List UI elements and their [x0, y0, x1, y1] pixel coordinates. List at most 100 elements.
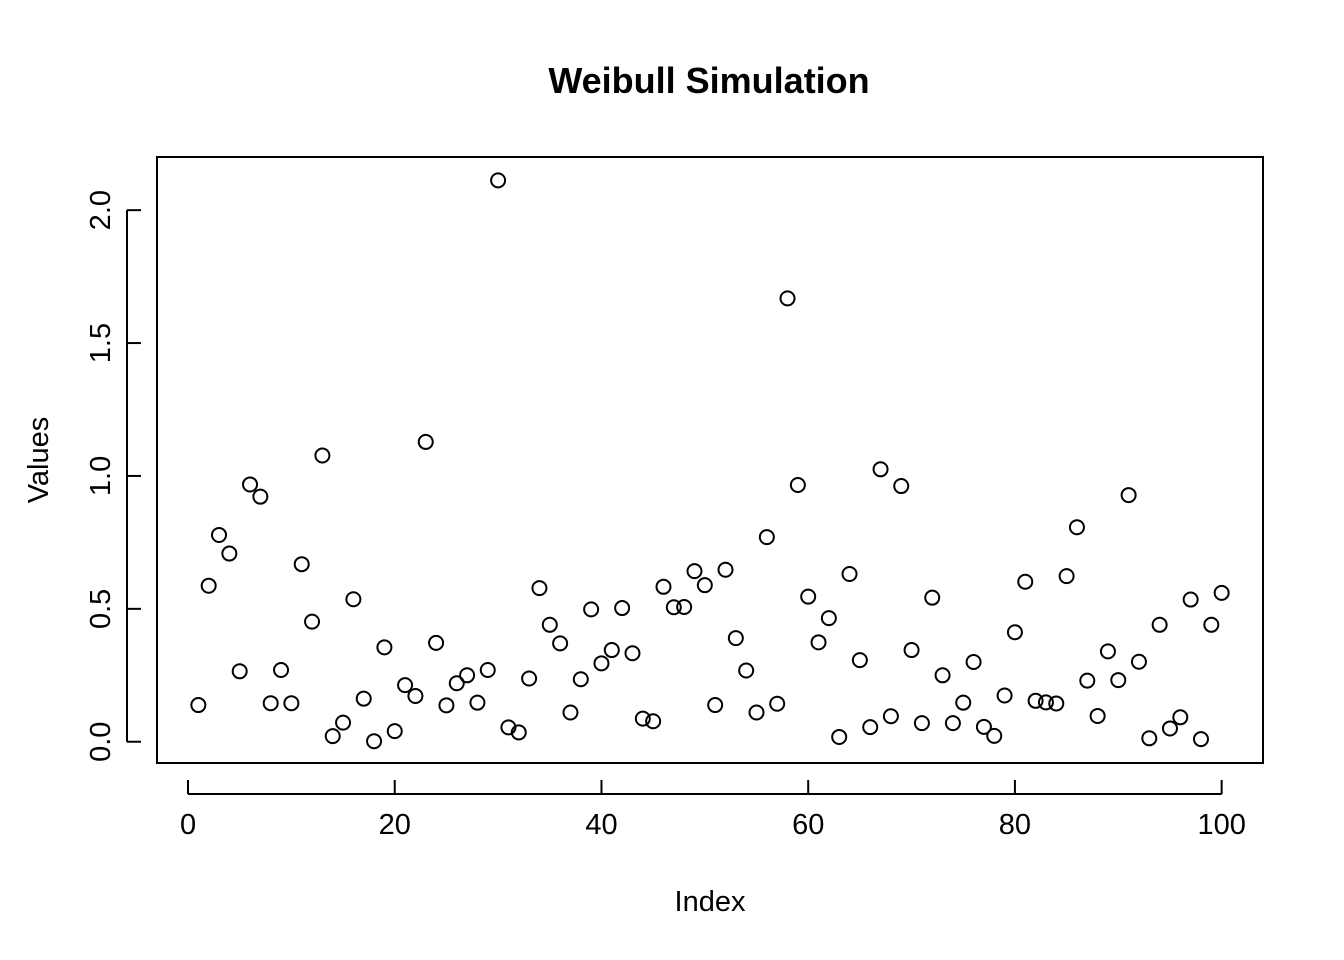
x-axis-label: Index	[675, 886, 746, 918]
data-point	[1006, 624, 1023, 641]
data-point	[634, 710, 651, 727]
data-point	[882, 708, 899, 725]
data-point	[779, 290, 796, 307]
data-point	[438, 697, 455, 714]
data-point	[841, 566, 858, 583]
data-point	[614, 600, 631, 617]
x-tick-label: 0	[180, 809, 196, 841]
data-point	[903, 642, 920, 659]
data-point	[1161, 720, 1178, 737]
data-point	[397, 677, 414, 694]
data-point	[531, 580, 548, 597]
data-point	[262, 695, 279, 712]
data-point	[583, 601, 600, 618]
data-point	[665, 599, 682, 616]
data-point	[820, 610, 837, 627]
data-point	[1089, 707, 1106, 724]
data-point	[510, 724, 527, 741]
data-point	[738, 662, 755, 679]
data-point	[448, 675, 465, 692]
data-point	[242, 476, 259, 493]
data-point	[324, 728, 341, 745]
data-point	[603, 642, 620, 659]
data-point	[810, 634, 827, 651]
data-point	[965, 654, 982, 670]
data-point	[676, 598, 693, 615]
data-point	[459, 667, 476, 684]
data-point	[572, 671, 589, 688]
data-point	[469, 694, 486, 711]
y-axis-label: Values	[23, 417, 55, 504]
data-point	[996, 687, 1013, 704]
data-point	[211, 526, 228, 543]
data-point	[335, 714, 352, 731]
data-point	[1182, 591, 1199, 608]
data-point	[273, 661, 290, 678]
data-point	[789, 476, 806, 493]
data-points	[190, 172, 1230, 750]
data-point	[293, 556, 310, 573]
data-point	[417, 433, 434, 450]
data-point	[769, 695, 786, 712]
data-point	[872, 461, 889, 478]
data-point	[727, 630, 744, 647]
data-point	[707, 697, 724, 714]
data-point	[624, 645, 641, 662]
data-point	[975, 718, 992, 735]
data-point	[831, 728, 848, 745]
data-point	[986, 727, 1003, 744]
data-point	[893, 478, 910, 495]
data-point	[252, 488, 269, 505]
data-point	[944, 715, 961, 732]
data-point	[934, 667, 951, 684]
y-tick-label: 0.0	[85, 722, 117, 762]
data-point	[314, 447, 331, 464]
data-point	[221, 545, 238, 562]
data-point	[717, 561, 734, 578]
data-point	[1130, 653, 1147, 670]
data-point	[748, 704, 765, 721]
data-point	[1048, 695, 1065, 712]
data-point	[366, 733, 383, 750]
x-tick-label: 40	[585, 809, 617, 841]
data-point	[1151, 616, 1168, 633]
data-point	[521, 670, 538, 687]
chart-title: Weibull Simulation	[548, 60, 869, 101]
data-point	[479, 661, 496, 678]
data-point	[541, 616, 558, 633]
data-point	[428, 634, 445, 651]
data-point	[913, 715, 930, 732]
data-point	[1017, 573, 1034, 590]
data-point	[345, 591, 362, 608]
data-point	[1068, 519, 1085, 536]
data-point	[1027, 692, 1044, 709]
data-point	[1058, 568, 1075, 585]
data-point	[955, 694, 972, 711]
data-point	[200, 577, 217, 594]
x-tick-label: 60	[792, 809, 824, 841]
plot-frame	[156, 156, 1264, 764]
data-point	[304, 613, 321, 630]
data-point	[1079, 672, 1096, 689]
data-point	[696, 577, 713, 594]
data-point	[355, 690, 372, 707]
data-point	[1037, 694, 1054, 711]
data-point	[593, 655, 610, 672]
data-point	[190, 697, 207, 714]
y-tick-label: 1.5	[85, 323, 117, 363]
x-tick-label: 80	[999, 809, 1031, 841]
data-point	[1099, 643, 1116, 660]
data-point	[376, 639, 393, 656]
data-point	[1172, 709, 1189, 726]
data-point	[862, 719, 879, 736]
data-point	[407, 688, 424, 705]
data-point	[386, 723, 403, 740]
data-point	[1120, 487, 1137, 504]
y-axis: 0.0 0.5 1.0 1.5 2.0	[85, 190, 141, 762]
data-point	[1110, 672, 1127, 689]
data-point	[1192, 731, 1209, 748]
data-point	[231, 663, 248, 680]
data-point	[1203, 616, 1220, 633]
data-point	[1213, 584, 1230, 601]
